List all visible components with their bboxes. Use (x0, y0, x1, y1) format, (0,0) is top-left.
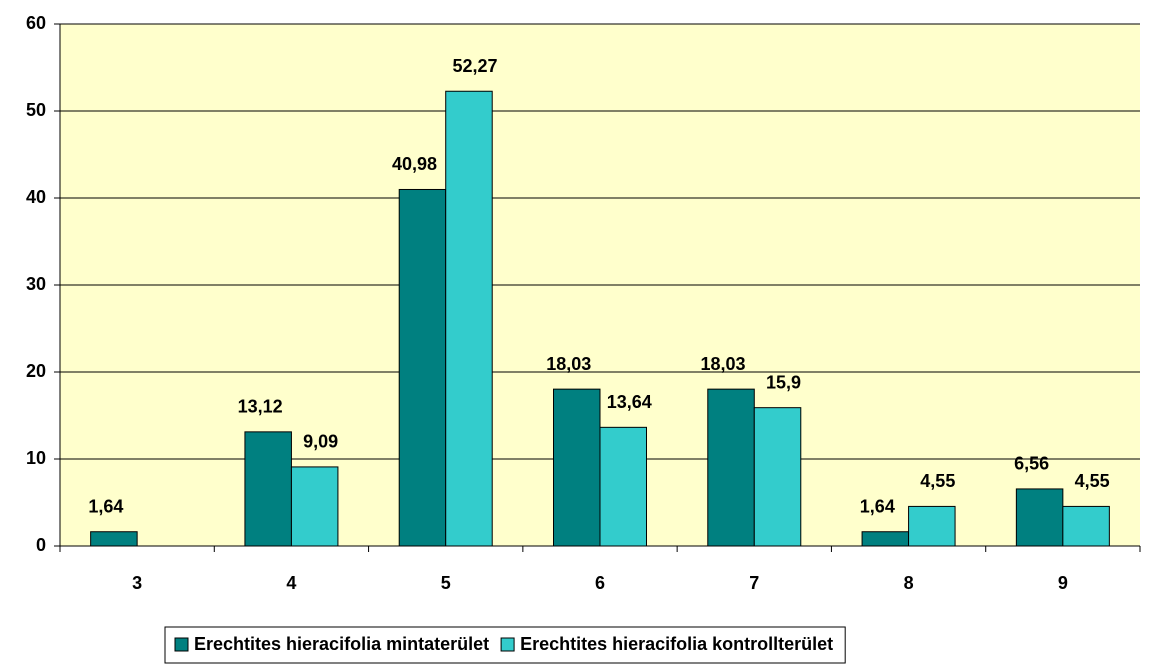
y-tick-label: 10 (26, 448, 46, 468)
data-label: 18,03 (546, 354, 591, 374)
data-label: 9,09 (303, 432, 338, 452)
legend-swatch (500, 637, 515, 652)
bar (753, 407, 802, 547)
x-tick-label: 6 (595, 573, 605, 593)
bar (290, 466, 339, 547)
y-tick-label: 0 (36, 535, 46, 555)
x-tick-label: 8 (904, 573, 914, 593)
x-tick-label: 9 (1058, 573, 1068, 593)
data-label: 13,64 (607, 392, 652, 412)
bar (244, 431, 292, 547)
bar (861, 531, 910, 547)
data-label: 18,03 (701, 354, 746, 374)
y-tick-label: 40 (26, 187, 46, 207)
bar (1015, 488, 1064, 547)
bar (553, 388, 601, 547)
data-label: 52,27 (452, 56, 497, 76)
data-label: 4,55 (1075, 471, 1110, 491)
x-tick-label: 7 (749, 573, 759, 593)
bar (1062, 505, 1110, 547)
data-label: 15,9 (766, 372, 801, 392)
legend-swatch (174, 637, 189, 652)
y-tick-label: 30 (26, 274, 46, 294)
data-label: 1,64 (88, 496, 123, 516)
x-tick-label: 3 (132, 573, 142, 593)
legend-label: Erechtites hieracifolia mintaterület (194, 634, 489, 654)
bar (398, 188, 447, 547)
data-label: 4,55 (920, 471, 955, 491)
bar (90, 531, 138, 547)
y-tick-label: 20 (26, 361, 46, 381)
x-tick-label: 4 (286, 573, 296, 593)
bar (908, 505, 956, 547)
data-label: 40,98 (392, 154, 437, 174)
y-tick-label: 60 (26, 13, 46, 33)
data-label: 13,12 (238, 397, 283, 417)
bar (599, 426, 647, 547)
bar (707, 388, 755, 547)
x-tick-label: 5 (441, 573, 451, 593)
data-label: 1,64 (860, 496, 895, 516)
y-tick-label: 50 (26, 100, 46, 120)
legend-label: Erechtites hieracifolia kontrollterület (520, 634, 833, 654)
bar (445, 90, 493, 547)
data-label: 6,56 (1014, 454, 1049, 474)
